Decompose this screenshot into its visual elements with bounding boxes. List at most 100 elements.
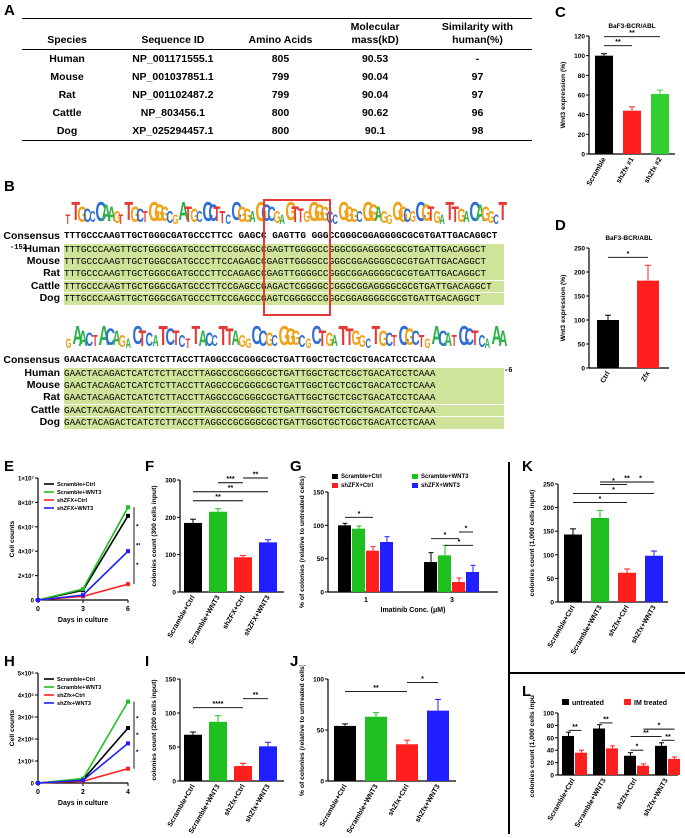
bar [396, 744, 418, 781]
significance-label: * [136, 732, 139, 739]
logo-letter: C [231, 198, 242, 227]
y-axis-label: Wnt3 expression (%) [560, 275, 567, 342]
logo-letter: G [265, 329, 274, 351]
significance-label: ** [624, 476, 630, 483]
y-tick-label: 150 [543, 529, 554, 536]
logo-letter: G [457, 205, 466, 227]
significance-label: * [612, 487, 615, 494]
y-axis-label: colonies count (200 cells input) [151, 679, 158, 780]
species-label: Dog [39, 291, 60, 304]
logo-letter: C [89, 209, 96, 227]
chart-g: 0 50 100 150 % of colonies (relative to untr… [299, 474, 498, 614]
logo-letter: C [356, 209, 363, 227]
y-tick-label: 120 [574, 34, 585, 41]
panel-letter-i: I [145, 653, 150, 670]
y-axis-label: % of colonies (relative to untreated cel… [299, 665, 306, 796]
table-header: Species [22, 18, 113, 50]
bar [338, 525, 351, 592]
x-tick-label: Ctrl [600, 370, 612, 384]
consensus-sequence: GAACTACAGACTCATCTCTTACCTTAGGCCGCGGGCGCTG… [64, 354, 436, 365]
y-tick-label: 20 [547, 760, 555, 767]
table-header: Molecular mass(kD) [327, 18, 423, 50]
logo-letter: C [132, 322, 143, 351]
panel-letter-k: K [522, 458, 533, 475]
logo-letter: G [302, 209, 310, 227]
legend-swatch [412, 483, 418, 488]
divider-horizontal [508, 672, 685, 674]
data-point [81, 778, 85, 783]
data-point [126, 582, 130, 587]
logo-letter: C [492, 211, 499, 227]
panel-letter-d: D [555, 217, 566, 234]
panel-letter-j: J [290, 653, 299, 670]
legend-label: IM treated [634, 700, 667, 707]
bar [365, 716, 387, 781]
table-cell: NP_001102487.2 [132, 89, 214, 101]
data-point [126, 549, 130, 554]
table-cell: 98 [422, 122, 532, 141]
legend-label: shZFX+WNT3 [57, 506, 93, 512]
x-tick-label: shZfx+Ctrl [615, 777, 638, 811]
y-tick-label: 50 [169, 745, 177, 752]
x-tick-label: 0 [36, 606, 40, 613]
logo-letter: G [351, 327, 361, 351]
logo-letter: T [427, 203, 435, 227]
logo-letter: G [421, 199, 432, 227]
legend-label: shZFX+Ctrl [57, 498, 87, 504]
logo-letter: T [184, 201, 192, 227]
table-row: Mouse NP_001037851.1 799 90.04 97 [22, 68, 532, 86]
table-cell: 90.53 [361, 53, 389, 65]
table-row: Rat NP_001102487.2 799 90.04 97 [22, 86, 532, 104]
bar [259, 746, 277, 781]
significance-label: ** [665, 734, 671, 741]
logo-letter: C [211, 333, 219, 351]
species-label: Human [24, 243, 60, 255]
table-row: Dog XP_025294457.1 800 90.1 98 [22, 122, 532, 141]
y-tick-label: 20 [578, 132, 586, 139]
chart-e: 0 2×10⁷ 4×10⁷ 6×10⁷ 8×10⁷ 1×10⁷ Cell counts 0 3 6… [9, 477, 140, 625]
logo-letter: G [154, 199, 165, 227]
significance-label: ** [253, 692, 259, 699]
logo-letter: A [484, 335, 491, 351]
logo-letter: T [124, 198, 134, 227]
y-tick-label: 50 [317, 556, 325, 563]
x-tick-label: Scramble+WNT3 [346, 783, 380, 835]
significance-label: * [358, 511, 361, 518]
x-tick-label: shZFX+WNT3 [243, 594, 272, 637]
series-line [37, 506, 129, 601]
bar [651, 94, 669, 154]
table-cell: 97 [471, 89, 484, 101]
table-header: Amino Acids [233, 18, 328, 50]
x-tick-label: shZfx+WNT3 [414, 783, 441, 823]
logo-letter: C [178, 330, 186, 351]
logo-letter: T [92, 333, 98, 351]
y-tick-label: 3×10⁶ [18, 716, 35, 722]
logo-letter: A [178, 198, 189, 227]
series-line [37, 550, 129, 601]
y-tick-label: 50 [547, 576, 555, 583]
y-tick-label: 100 [543, 711, 554, 718]
y-tick-label: 200 [543, 505, 554, 512]
logo-letter: G [77, 201, 87, 227]
y-tick-label: 40 [578, 112, 586, 119]
y-tick-label: 250 [574, 246, 585, 253]
significance-label: * [636, 744, 639, 751]
logo-letter: G [255, 196, 268, 228]
y-tick-label: 50 [578, 342, 586, 349]
logo-letter: C [207, 199, 218, 227]
logo-letter: A [444, 329, 453, 351]
table-cell: 800 [233, 122, 328, 141]
bar [259, 542, 277, 592]
bar [184, 734, 202, 781]
table-cell: NP_803456.1 [140, 107, 205, 119]
bar [562, 735, 574, 775]
y-tick-label: 100 [574, 53, 585, 60]
significance-label: ** [253, 472, 259, 479]
table-cell: 96 [471, 107, 484, 119]
y-tick-label: 0 [172, 779, 176, 786]
logo-letter: G [486, 206, 495, 227]
chart-k: 0 50 100 150 200 250 colonies count (1,000 cel… [529, 476, 668, 656]
y-tick-label: 100 [543, 552, 554, 559]
logo-letter: T [219, 206, 226, 227]
